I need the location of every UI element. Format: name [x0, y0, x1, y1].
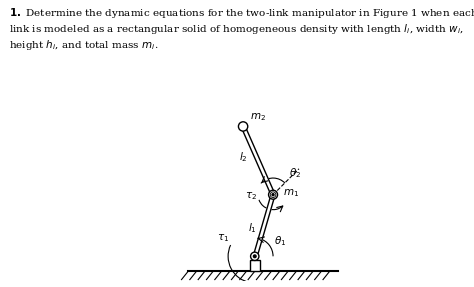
Text: $\theta_1$: $\theta_1$: [273, 234, 286, 248]
Circle shape: [251, 252, 259, 261]
Circle shape: [254, 255, 256, 258]
Text: $m_2$: $m_2$: [250, 111, 266, 123]
Circle shape: [272, 194, 274, 196]
Circle shape: [269, 190, 278, 199]
Polygon shape: [241, 126, 275, 195]
Circle shape: [270, 192, 276, 197]
Polygon shape: [253, 194, 275, 259]
Circle shape: [238, 122, 248, 131]
Text: $\tau_2$: $\tau_2$: [246, 191, 257, 202]
Text: $\tau_1$: $\tau_1$: [217, 232, 229, 244]
Text: $\theta_2$: $\theta_2$: [289, 166, 301, 180]
Bar: [250, 260, 260, 271]
Text: $m_1$: $m_1$: [283, 187, 299, 199]
Text: $l_2$: $l_2$: [239, 150, 247, 164]
Text: $\mathbf{1.}$ Determine the dynamic equations for the two-link manipulator in Fi: $\mathbf{1.}$ Determine the dynamic equa…: [9, 6, 474, 53]
Text: $l_1$: $l_1$: [248, 221, 257, 235]
